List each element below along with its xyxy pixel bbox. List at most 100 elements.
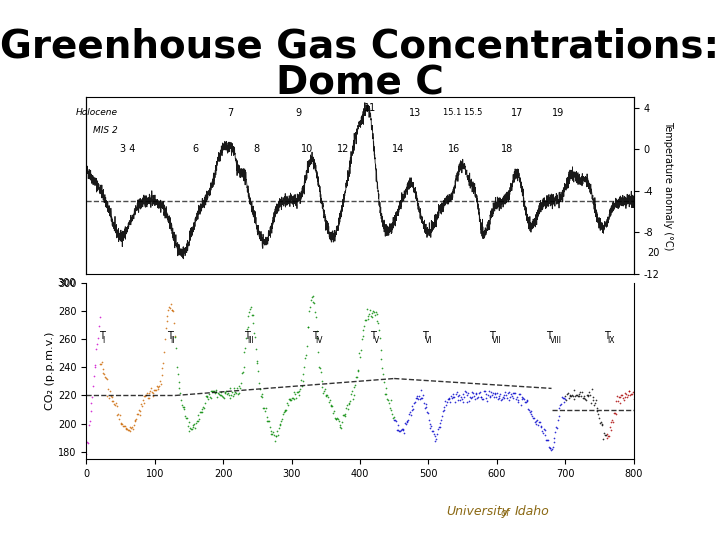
Point xyxy=(418,391,429,400)
Point xyxy=(495,389,506,398)
Point xyxy=(387,409,398,418)
Point xyxy=(468,392,480,401)
Point xyxy=(155,379,166,388)
Point xyxy=(222,388,234,397)
Point xyxy=(482,397,493,406)
Point xyxy=(179,405,190,414)
Point xyxy=(438,405,450,414)
Point xyxy=(364,306,376,315)
Point xyxy=(148,386,160,394)
Point xyxy=(221,390,233,399)
Point xyxy=(518,394,529,402)
Point xyxy=(582,392,593,400)
Point xyxy=(174,389,186,397)
Point xyxy=(441,400,452,409)
Point xyxy=(137,396,148,404)
Point xyxy=(316,376,328,385)
Point xyxy=(293,387,305,395)
Point xyxy=(299,362,310,371)
Point xyxy=(294,390,305,399)
Text: T: T xyxy=(243,331,250,341)
Point xyxy=(431,435,442,444)
Point xyxy=(372,319,384,327)
Point xyxy=(556,392,567,401)
Point xyxy=(456,394,467,403)
Point xyxy=(204,392,215,401)
Text: T: T xyxy=(489,331,495,341)
Point xyxy=(188,421,199,429)
Point xyxy=(563,394,575,403)
Point xyxy=(538,425,549,434)
Point xyxy=(572,392,583,400)
Point xyxy=(118,422,130,430)
Point xyxy=(136,401,148,410)
Point xyxy=(448,390,459,399)
Point xyxy=(415,386,427,395)
Point xyxy=(355,346,366,354)
Point xyxy=(363,314,374,323)
Point xyxy=(289,390,301,399)
Point xyxy=(279,407,290,415)
Point xyxy=(507,388,518,397)
Point xyxy=(580,396,592,404)
Point xyxy=(582,391,594,400)
Point xyxy=(397,425,409,434)
Text: T: T xyxy=(99,331,104,341)
Point xyxy=(531,415,543,424)
Text: 6: 6 xyxy=(193,144,199,154)
Point xyxy=(420,400,431,408)
Point xyxy=(164,303,176,312)
Point xyxy=(229,384,240,393)
Point xyxy=(534,418,546,427)
Point xyxy=(240,343,251,352)
Point xyxy=(210,386,221,394)
Point xyxy=(548,438,559,447)
Point xyxy=(395,427,406,435)
Point xyxy=(400,420,412,428)
Text: 18: 18 xyxy=(501,144,513,154)
Point xyxy=(361,312,373,321)
Point xyxy=(94,360,106,369)
Point xyxy=(261,412,272,421)
Text: II: II xyxy=(171,336,175,345)
Point xyxy=(474,393,486,401)
Point xyxy=(489,388,500,397)
Point xyxy=(486,391,498,400)
Point xyxy=(147,389,158,397)
Point xyxy=(267,428,279,436)
Point xyxy=(87,382,99,390)
Point xyxy=(624,387,635,395)
Point xyxy=(567,392,579,401)
Text: I: I xyxy=(102,336,104,345)
Point xyxy=(241,324,253,333)
Point xyxy=(535,423,546,432)
Point xyxy=(497,393,508,402)
Point xyxy=(394,427,405,435)
Point xyxy=(284,395,296,404)
Point xyxy=(346,389,357,398)
Point xyxy=(571,390,582,399)
Point xyxy=(291,388,302,396)
Point xyxy=(500,390,512,399)
Point xyxy=(536,427,548,435)
Point xyxy=(323,393,334,402)
Point xyxy=(348,390,360,399)
Point xyxy=(165,300,176,308)
Text: VII: VII xyxy=(492,336,502,345)
Point xyxy=(114,411,125,420)
Point xyxy=(205,387,217,395)
Point xyxy=(422,408,433,417)
Point xyxy=(170,333,181,342)
Point xyxy=(246,311,258,320)
Point xyxy=(462,391,473,400)
Point xyxy=(215,388,226,397)
Point xyxy=(593,409,604,418)
Point xyxy=(426,427,438,435)
Point xyxy=(622,390,634,399)
Point xyxy=(569,385,580,394)
Point xyxy=(260,404,271,413)
Point xyxy=(482,390,494,399)
Point xyxy=(526,411,538,420)
Point xyxy=(514,389,526,398)
Point xyxy=(120,424,131,433)
